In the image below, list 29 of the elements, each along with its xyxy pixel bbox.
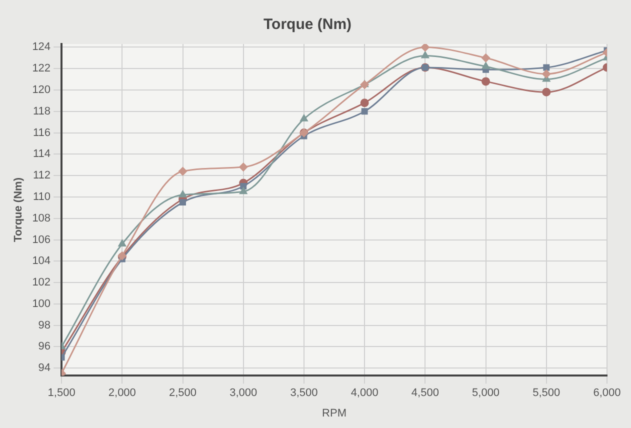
y-tick-label: 102 bbox=[32, 276, 51, 289]
y-tick-label: 98 bbox=[38, 319, 51, 332]
chart-title: Torque (Nm) bbox=[263, 16, 352, 34]
x-tick-label: 4,000 bbox=[350, 387, 378, 400]
y-tick-label: 104 bbox=[32, 255, 51, 268]
y-tick-label: 110 bbox=[33, 190, 51, 203]
x-tick-label: 4,500 bbox=[411, 387, 439, 400]
x-tick-label: 1,500 bbox=[48, 387, 76, 400]
x-axis-title: RPM bbox=[322, 407, 347, 420]
y-tick-label: 108 bbox=[32, 212, 51, 224]
x-tick-label: 2,500 bbox=[169, 387, 197, 400]
y-tick-label: 106 bbox=[32, 234, 51, 246]
y-tick-label: 122 bbox=[32, 62, 51, 75]
x-tick-label: 3,500 bbox=[290, 387, 318, 400]
y-tick-label: 96 bbox=[38, 340, 51, 353]
y-tick-label: 112 bbox=[33, 170, 51, 182]
x-tick-label: 3,000 bbox=[230, 387, 258, 400]
y-tick-label: 120 bbox=[32, 84, 51, 96]
x-tick-label: 6,000 bbox=[593, 387, 621, 400]
y-tick-label: 124 bbox=[32, 41, 51, 54]
x-tick-label: 5,500 bbox=[532, 387, 560, 400]
y-tick-label: 100 bbox=[32, 298, 51, 310]
y-tick-label: 114 bbox=[33, 148, 51, 160]
x-tick-label: 5,000 bbox=[472, 387, 500, 400]
y-tick-label: 116 bbox=[33, 126, 51, 139]
x-tick-label: 2,000 bbox=[108, 387, 136, 400]
y-tick-label: 94 bbox=[38, 362, 51, 374]
y-tick-label: 118 bbox=[33, 105, 51, 118]
y-axis-title: Torque (Nm) bbox=[12, 177, 25, 242]
